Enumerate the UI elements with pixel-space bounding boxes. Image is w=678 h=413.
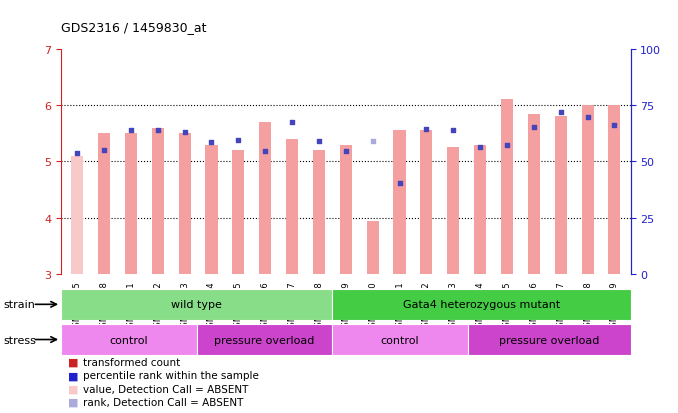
Bar: [447, 148, 459, 275]
Point: [233, 138, 244, 144]
Point: [98, 147, 109, 154]
Bar: [259, 123, 271, 275]
Bar: [367, 221, 379, 275]
Bar: [71, 157, 83, 275]
Text: ■: ■: [68, 397, 78, 407]
Bar: [152, 128, 164, 275]
Text: control: control: [110, 335, 148, 345]
Point: [582, 115, 593, 121]
Text: wild type: wild type: [171, 299, 222, 310]
Text: ■: ■: [68, 370, 78, 380]
Point: [287, 119, 298, 126]
Text: control: control: [381, 335, 419, 345]
Bar: [501, 100, 513, 275]
Bar: [61, 324, 197, 355]
Text: stress: stress: [3, 335, 36, 345]
Text: transformed count: transformed count: [83, 357, 180, 367]
Point: [367, 138, 378, 145]
Point: [153, 128, 163, 135]
Bar: [205, 145, 218, 275]
Point: [502, 142, 513, 149]
Text: rank, Detection Call = ABSENT: rank, Detection Call = ABSENT: [83, 397, 243, 407]
Point: [475, 145, 485, 151]
Bar: [313, 151, 325, 275]
Bar: [582, 106, 594, 275]
Bar: [178, 134, 191, 275]
Text: pressure overload: pressure overload: [214, 335, 315, 345]
Bar: [393, 131, 405, 275]
Point: [313, 138, 324, 145]
Text: ■: ■: [68, 357, 78, 367]
Point: [125, 128, 136, 135]
Bar: [233, 151, 244, 275]
Text: pressure overload: pressure overload: [499, 335, 599, 345]
Point: [447, 128, 458, 135]
Bar: [98, 134, 110, 275]
Point: [206, 139, 217, 146]
Bar: [527, 114, 540, 275]
Text: strain: strain: [3, 299, 35, 310]
Text: value, Detection Call = ABSENT: value, Detection Call = ABSENT: [83, 384, 248, 394]
Bar: [332, 324, 468, 355]
Point: [609, 122, 620, 129]
Bar: [608, 106, 620, 275]
Bar: [286, 140, 298, 275]
Text: ■: ■: [68, 384, 78, 394]
Bar: [332, 289, 631, 320]
Bar: [61, 289, 332, 320]
Point: [528, 124, 539, 131]
Point: [555, 109, 566, 116]
Bar: [340, 145, 352, 275]
Text: GDS2316 / 1459830_at: GDS2316 / 1459830_at: [61, 21, 207, 33]
Point: [260, 149, 271, 155]
Point: [394, 180, 405, 187]
Bar: [555, 117, 567, 275]
Point: [179, 130, 190, 136]
Point: [421, 127, 432, 133]
Bar: [197, 324, 332, 355]
Point: [72, 150, 83, 157]
Bar: [125, 134, 137, 275]
Bar: [474, 145, 486, 275]
Text: percentile rank within the sample: percentile rank within the sample: [83, 370, 258, 380]
Text: Gata4 heterozygous mutant: Gata4 heterozygous mutant: [403, 299, 560, 310]
Bar: [420, 131, 433, 275]
Bar: [468, 324, 631, 355]
Point: [340, 149, 351, 155]
